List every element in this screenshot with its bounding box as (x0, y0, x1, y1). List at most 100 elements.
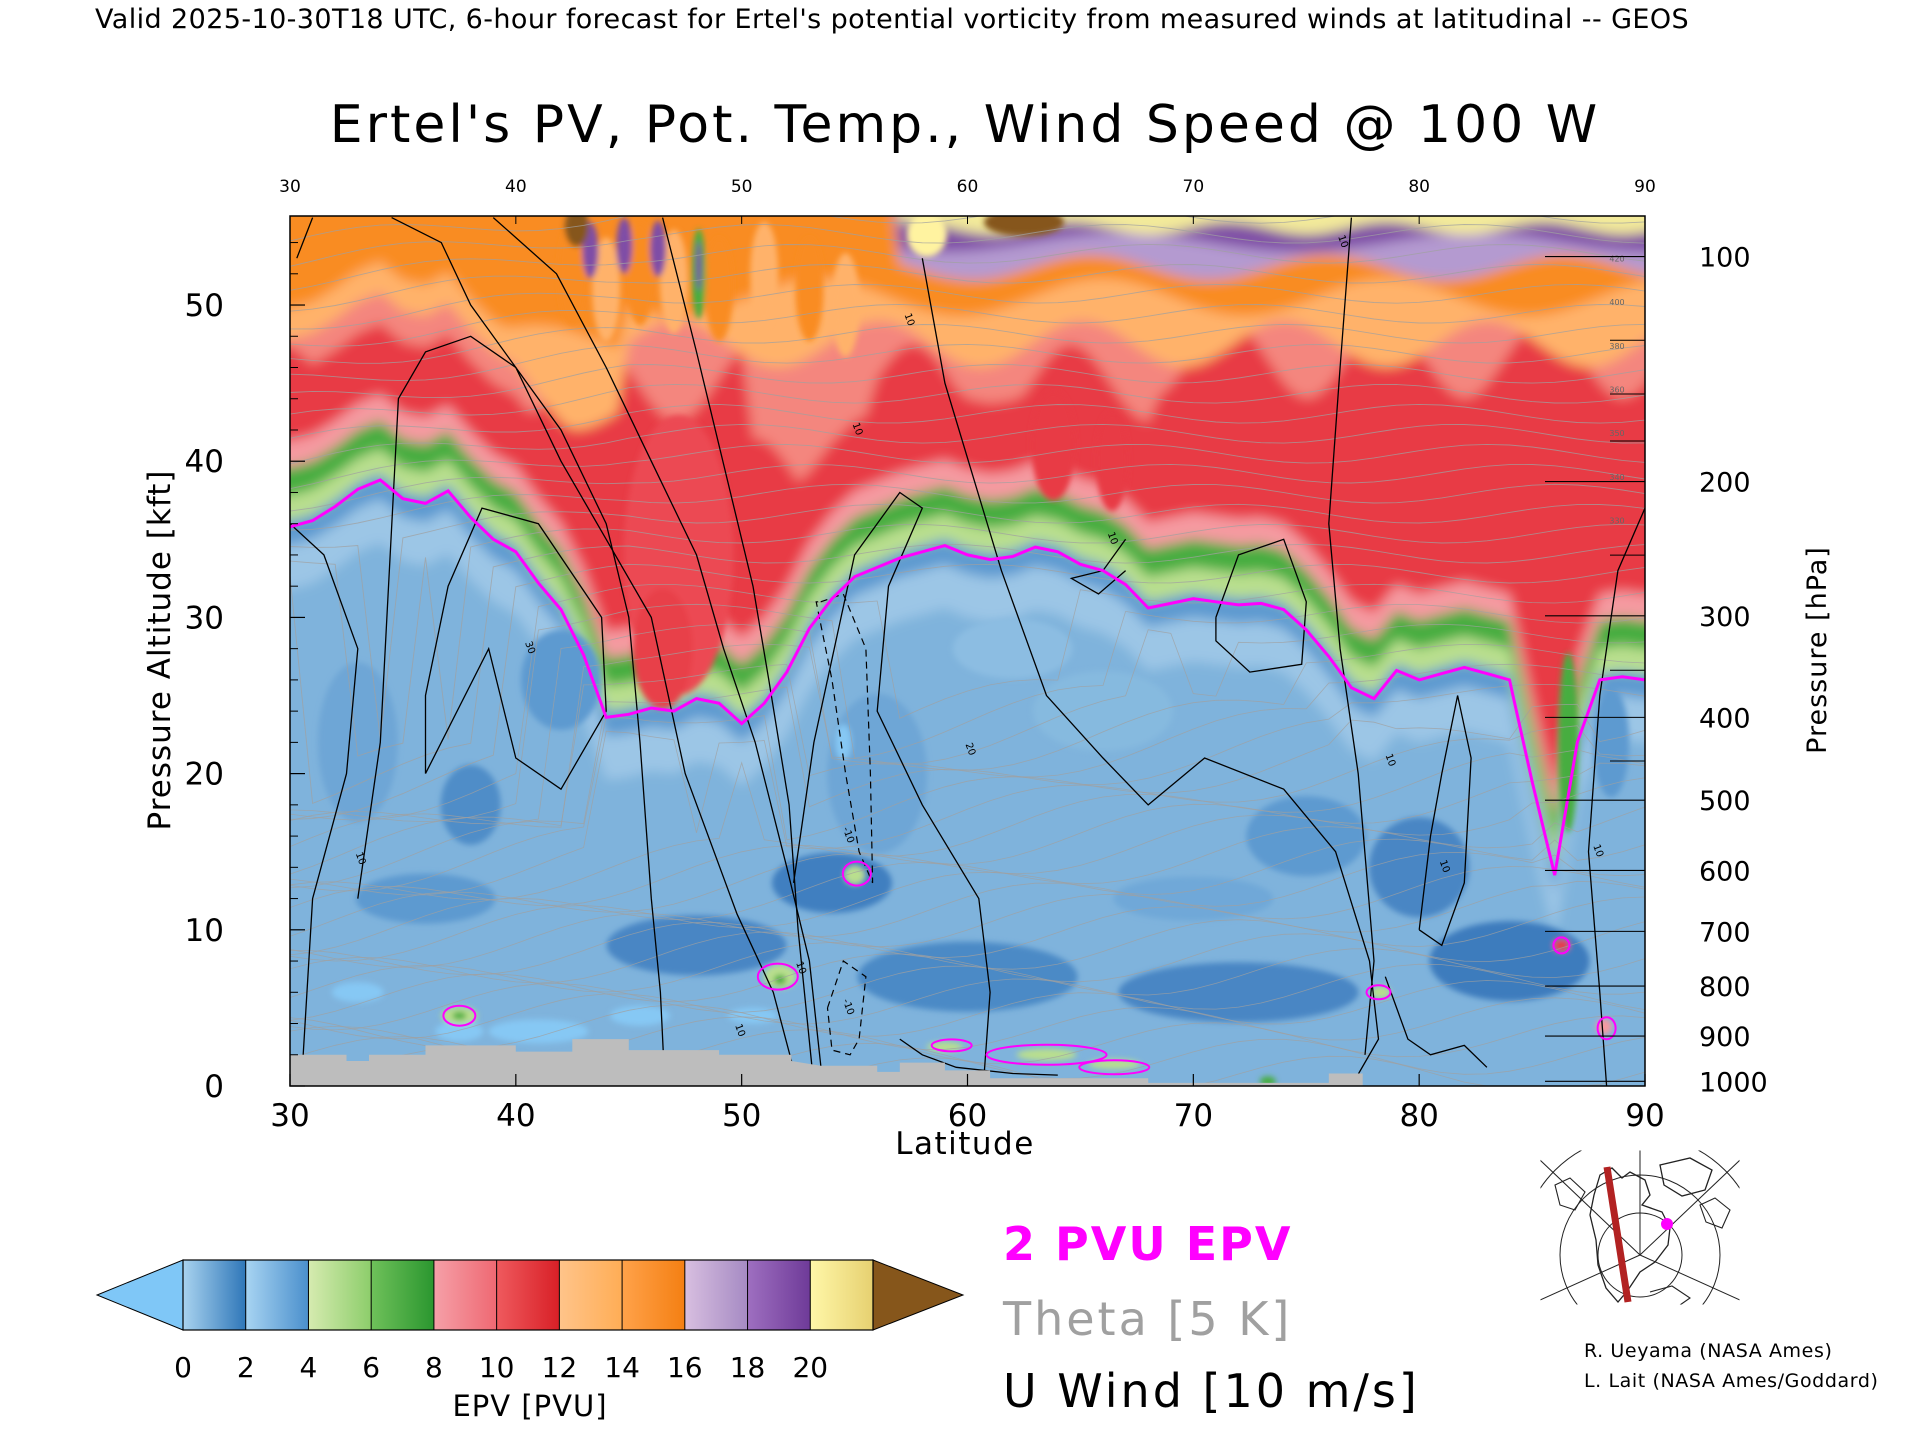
theta-contour-10 (290, 866, 1645, 976)
epv-colorbar: 0 2 4 6 8 10 12 14 16 18 20 (95, 1259, 965, 1384)
blob-low-pv-9 (1596, 1018, 1613, 1035)
theta-label-2: 350 (1609, 429, 1624, 438)
colorbar-bin-3 (371, 1260, 435, 1330)
top-tick-label-1: 40 (505, 177, 527, 197)
credit-line-1: R. Ueyama (NASA Ames) (1584, 1340, 1832, 1362)
terrain-mask (290, 1039, 1645, 1086)
legend-theta: Theta [5 K] (1002, 1292, 1292, 1346)
y-tick-label-4: 40 (185, 444, 224, 480)
blob-tooth-2 (626, 221, 655, 326)
blob-tooth-6 (795, 237, 824, 342)
theta-contour-15 (290, 762, 1645, 908)
colorbar-tick-10: 20 (792, 1351, 828, 1384)
wind-label-4: 30 (522, 640, 537, 656)
colorbar-bin-0 (183, 1260, 247, 1330)
top-tick-label-4: 70 (1183, 177, 1205, 197)
theta-contour-35 (290, 363, 1645, 399)
blob-tooth-5 (750, 221, 779, 326)
pv-2pvu-loop-6 (1552, 936, 1571, 955)
blob-trop-0 (355, 873, 496, 924)
theta-contour-7 (290, 921, 1645, 1021)
pv-2pvu-loop-5 (1365, 984, 1392, 1001)
blob-lightblue-1 (435, 1021, 484, 1042)
wind-label-7: 10 (1105, 531, 1120, 547)
blob-purple-2 (650, 220, 667, 277)
pv-2pvu-loop-3 (985, 1043, 1108, 1066)
theta-contour-22 (290, 623, 1645, 825)
wind-label-13: -10 (840, 997, 856, 1016)
pv-2pvu-loop-7 (1596, 1016, 1617, 1041)
colorbar-frame (182, 1259, 874, 1331)
theta-contour-30 (290, 463, 1645, 512)
blob-tooth-4 (705, 237, 734, 342)
blob-low-pv-8 (1553, 939, 1570, 952)
blob-trop-5 (521, 629, 601, 730)
wind-contour-2 (357, 335, 666, 1086)
blob-yellow-cap (906, 216, 947, 257)
top-tick-label-0: 30 (279, 177, 301, 197)
theta-contour-38 (290, 303, 1645, 347)
blob-trop-14 (440, 764, 501, 845)
pressure-tick-label-7: 800 (1699, 972, 1751, 1003)
blob-tooth-3 (659, 229, 688, 334)
wind-label-3: 20 (963, 741, 978, 757)
colorbar-label: EPV [PVU] (452, 1389, 607, 1423)
blob-trop-8 (1246, 796, 1367, 877)
theta-label-5: 400 (1609, 298, 1624, 307)
theta-contour-5 (290, 963, 1645, 1040)
pressure-tick-label-1: 200 (1699, 468, 1751, 499)
blob-trop-2 (857, 941, 1078, 1012)
theta-contour-27 (290, 523, 1645, 757)
colorbar-bin-6 (559, 1260, 623, 1330)
wind-contour-8 (921, 258, 1380, 1086)
theta-contour-12 (290, 838, 1645, 962)
theta-contour-16 (290, 749, 1645, 901)
x-tick-label-6: 90 (1625, 1098, 1664, 1134)
colorbar-tick-7: 14 (604, 1351, 640, 1384)
wind-contour-12 (1418, 695, 1472, 947)
blob-trop-12 (1113, 876, 1274, 921)
blob-green-polar (1558, 652, 1579, 833)
wind-label-10: 10 (1437, 859, 1452, 875)
pressure-tick-label-4: 500 (1699, 786, 1751, 817)
theta-contour-25 (290, 563, 1645, 820)
wind-contour-5 (492, 217, 824, 1086)
theta-contour-36 (290, 343, 1645, 382)
colorbar-bin-4 (433, 1260, 498, 1330)
x-tick-label-0: 30 (270, 1098, 309, 1134)
theta-contour-31 (290, 443, 1645, 490)
wind-contour-negative-1 (826, 960, 867, 1056)
pressure-tick-label-8: 900 (1699, 1022, 1751, 1053)
wind-label-9: 10 (1383, 752, 1398, 768)
theta-contour-41 (290, 243, 1645, 291)
blob-tooth-7 (831, 253, 860, 358)
colorbar-tick-6: 12 (542, 1351, 578, 1384)
theta-contour-40 (290, 263, 1645, 312)
polar-stereographic-map-icon (1540, 1150, 1740, 1305)
theta-contour-24 (290, 583, 1645, 821)
top-tick-label-5: 80 (1408, 177, 1430, 197)
colorbar-tick-5: 10 (479, 1351, 515, 1384)
pv-2pvu-loop-0 (442, 1004, 477, 1027)
wind-contour-negative-0 (815, 593, 874, 884)
x-tick-label-5: 80 (1399, 1098, 1438, 1134)
wind-contour-9 (1328, 217, 1375, 1055)
colorbar-tick-9: 18 (730, 1351, 766, 1384)
blob-red-dip-1 (1031, 390, 1076, 501)
theta-label-0: 330 (1609, 517, 1624, 526)
terrain-fill (290, 1039, 1645, 1086)
pressure-tick-label-9: 1000 (1699, 1067, 1768, 1098)
theta-contour-14 (290, 777, 1645, 937)
blob-red-dip-2 (1096, 411, 1129, 512)
wind-label-8: 10 (1335, 234, 1350, 250)
theta-contour-23 (290, 603, 1645, 823)
wind-contour-13 (1587, 507, 1645, 1086)
wind-label-11: 10 (1590, 843, 1605, 859)
wind-contour-4 (391, 217, 799, 1086)
theta-contour-20 (290, 663, 1645, 875)
blob-lightblue-3 (610, 1005, 671, 1026)
blob-trop-7 (1033, 671, 1173, 752)
theta-contour-42 (290, 223, 1645, 267)
